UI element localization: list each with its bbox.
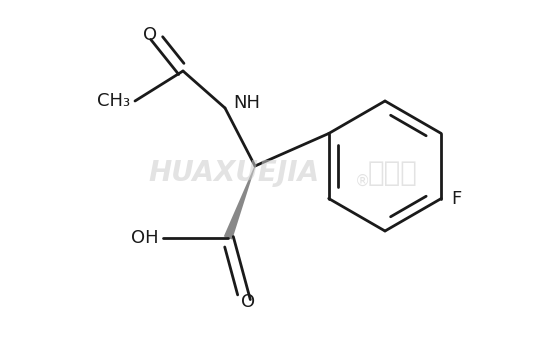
Text: F: F (451, 189, 461, 208)
Text: OH: OH (132, 229, 159, 247)
Polygon shape (224, 166, 255, 240)
Text: NH: NH (233, 94, 260, 112)
Text: O: O (241, 293, 255, 311)
Text: HUAXUEJIA: HUAXUEJIA (148, 159, 319, 187)
Text: CH₃: CH₃ (97, 92, 130, 110)
Text: O: O (143, 26, 157, 44)
Text: 化学加: 化学加 (368, 159, 418, 187)
Text: ®: ® (355, 173, 370, 188)
